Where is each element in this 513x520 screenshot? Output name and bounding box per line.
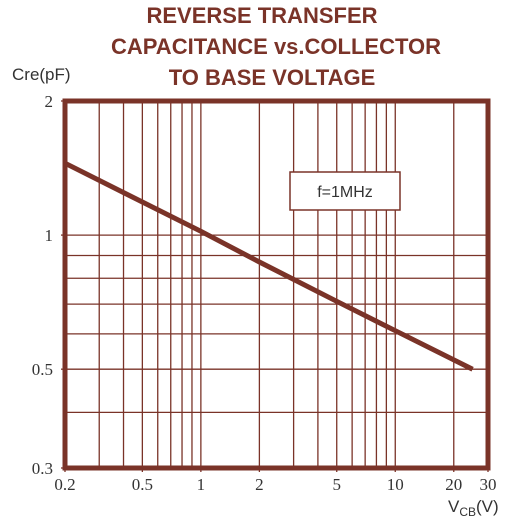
x-tick-label: 5 <box>332 475 341 494</box>
x-tick-label: 10 <box>387 475 404 494</box>
y-tick-label: 0.3 <box>32 459 53 478</box>
x-tick-label: 30 <box>480 475 497 494</box>
plot <box>63 160 474 372</box>
x-tick-label: 0.2 <box>54 475 75 494</box>
x-label-unit: (V) <box>476 497 499 516</box>
chart-title: REVERSE TRANSFER <box>146 3 377 28</box>
y-axis-label: Cre(pF) <box>12 65 71 84</box>
chart-title: CAPACITANCE vs.COLLECTOR <box>111 34 441 59</box>
line <box>63 160 474 372</box>
y-tick-label: 2 <box>45 92 54 111</box>
annotation: f=1MHz <box>317 184 373 201</box>
y-tick-label: 1 <box>45 226 54 245</box>
x-tick-label: 0.5 <box>132 475 153 494</box>
x-tick-label: 20 <box>445 475 462 494</box>
annotation-box <box>289 171 401 211</box>
plot-frame <box>62 98 491 471</box>
x-axis-label: VCB(V) <box>448 497 499 519</box>
x-tick-label: 2 <box>255 475 264 494</box>
x-label-main: V <box>448 497 460 516</box>
y-tick-label: 0.5 <box>32 360 53 379</box>
grid <box>61 100 489 472</box>
chart-title: TO BASE VOLTAGE <box>169 65 376 90</box>
x-label-sub: CB <box>459 505 476 519</box>
x-tick-label: 1 <box>197 475 206 494</box>
